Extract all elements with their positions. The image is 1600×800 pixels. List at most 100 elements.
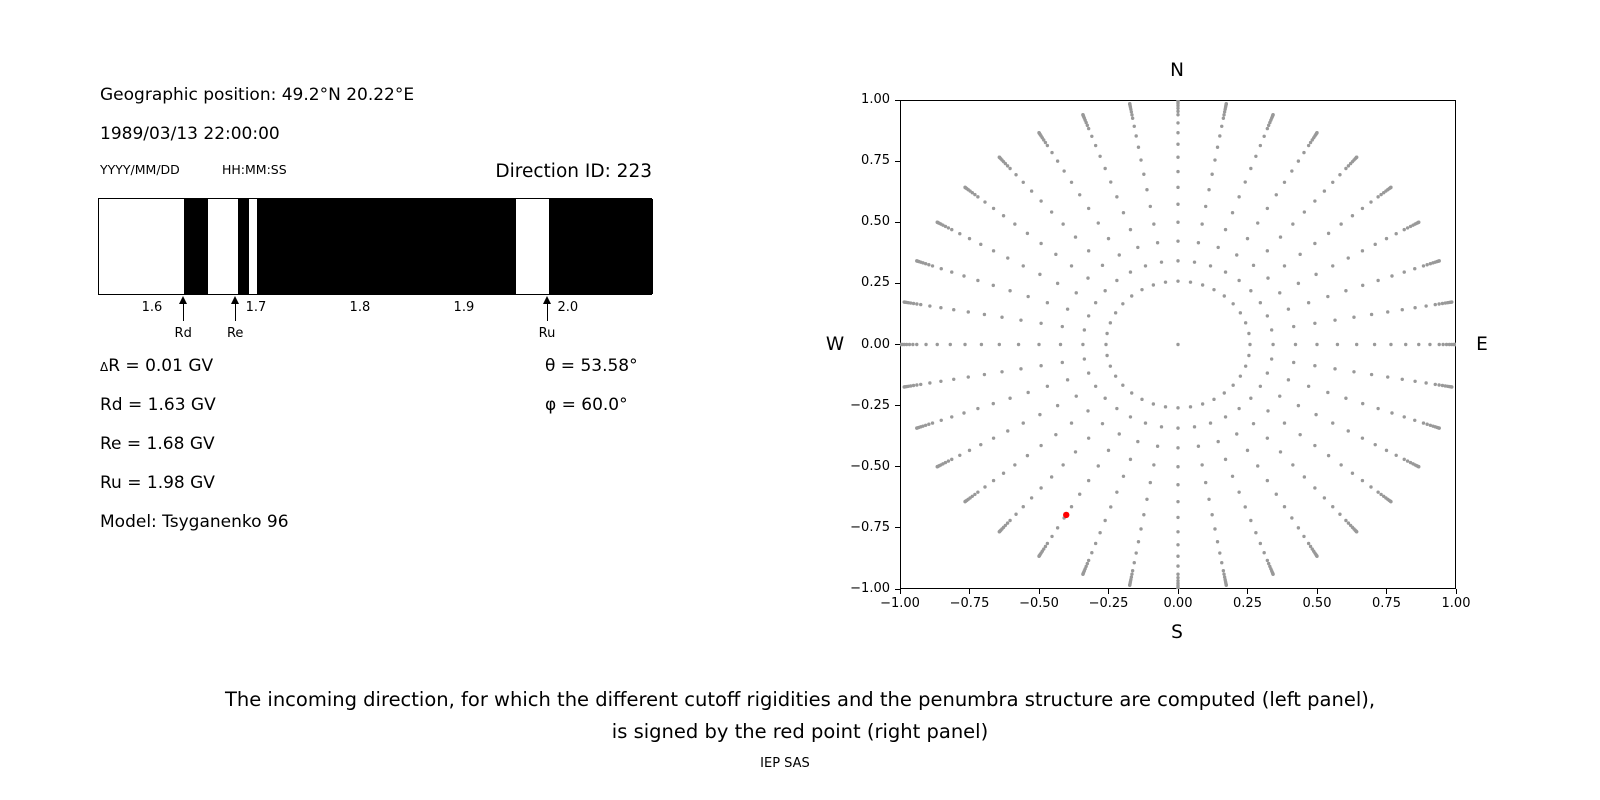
y-tick-label: −0.50 [850, 458, 890, 474]
grid-dot [946, 226, 951, 230]
grid-dot [1155, 241, 1160, 245]
grid-dot [927, 263, 931, 267]
grid-dot [1218, 551, 1222, 555]
y-tick-mark [895, 99, 900, 101]
grid-dot [1306, 300, 1311, 305]
y-tick-label: 0.75 [861, 153, 890, 169]
grid-dot [1404, 342, 1408, 347]
grid-dot [915, 342, 919, 347]
grid-dot [950, 415, 954, 419]
grid-dot [1176, 575, 1180, 580]
grid-dot [1049, 475, 1054, 479]
y-tick-mark [895, 282, 900, 284]
grid-dot [1086, 558, 1091, 563]
grid-dot [1152, 222, 1156, 226]
grid-dot [976, 278, 980, 283]
grid-dot [1424, 381, 1428, 385]
grid-dot [1278, 291, 1282, 295]
grid-dot [1055, 526, 1060, 530]
grid-dot [1207, 188, 1211, 192]
grid-dot [1254, 154, 1258, 158]
grid-dot [1389, 342, 1393, 347]
grid-dot [1132, 561, 1136, 565]
grid-dot [1306, 541, 1311, 546]
grid-dot [1176, 483, 1180, 487]
marker-arrowhead [231, 296, 240, 304]
time-format-label: HH:MM:SS [222, 162, 287, 177]
grid-dot [991, 206, 996, 211]
grid-dot [1222, 294, 1226, 298]
grid-dot [1265, 436, 1270, 440]
grid-dot [1136, 439, 1140, 444]
grid-dot [1302, 210, 1307, 214]
grid-dot [1061, 463, 1065, 467]
penumbra-tick-label: 1.9 [453, 300, 475, 315]
grid-dot [1151, 283, 1156, 287]
grid-dot [950, 457, 954, 462]
grid-dot [1143, 264, 1148, 268]
grid-dot [1265, 371, 1270, 375]
grid-dot [1106, 448, 1111, 453]
grid-dot [1282, 180, 1287, 184]
grid-dot [1278, 450, 1283, 454]
grid-dot [1006, 256, 1010, 260]
grid-dot [1286, 307, 1291, 311]
selected-direction-dot [1063, 511, 1070, 519]
grid-dot [1001, 471, 1006, 475]
grid-dot [952, 308, 956, 312]
grid-dot [1369, 312, 1374, 317]
grid-dot [1200, 463, 1204, 467]
grid-dot [1266, 561, 1271, 566]
grid-dot [1216, 245, 1220, 250]
grid-dot [1055, 281, 1060, 286]
grid-dot [1148, 204, 1153, 209]
grid-dot [911, 342, 915, 347]
grid-dot [1128, 415, 1133, 419]
grid-dot [1130, 116, 1135, 120]
grid-dot [1454, 342, 1456, 347]
grid-dot [1350, 471, 1355, 475]
grid-dot [1176, 121, 1180, 125]
grid-dot [1322, 496, 1327, 500]
grid-dot [1045, 384, 1050, 389]
grid-dot [1360, 206, 1365, 211]
grid-dot [1360, 478, 1365, 483]
grid-dot [1045, 300, 1050, 305]
x-tick-mark [1386, 589, 1387, 594]
grid-dot [1025, 453, 1030, 458]
grid-dot [1265, 126, 1270, 131]
grid-dot [1386, 375, 1390, 379]
grid-dot [1176, 113, 1180, 117]
grid-dot [1069, 180, 1074, 184]
grid-dot [963, 185, 967, 190]
grid-dot [1302, 150, 1306, 155]
grid-dot [1139, 527, 1143, 531]
grid-dot [1450, 300, 1454, 304]
grid-dot [911, 301, 916, 306]
grid-dot [1073, 235, 1078, 239]
grid-dot [1176, 279, 1180, 283]
grid-dot [950, 270, 954, 274]
caption-line-1: The incoming direction, for which the di… [224, 688, 1376, 711]
re-value: Re = 1.68 GV [100, 434, 215, 454]
grid-dot [1433, 382, 1437, 387]
grid-dot [1037, 131, 1041, 135]
grid-dot [1115, 406, 1119, 411]
grid-dot [1450, 385, 1454, 389]
grid-dot [1215, 145, 1220, 149]
grid-dot [1176, 578, 1180, 583]
grid-dot [1115, 490, 1119, 494]
grid-dot [1096, 221, 1100, 225]
grid-dot [1237, 490, 1241, 494]
cardinal-label-west: W [825, 334, 845, 355]
grid-dot [1086, 436, 1091, 440]
grid-dot [1417, 465, 1421, 469]
grid-dot [1346, 521, 1351, 525]
grid-dot [963, 342, 967, 347]
grid-dot [1313, 199, 1317, 203]
grid-dot [1210, 513, 1214, 517]
grid-dot [1402, 457, 1406, 462]
grid-dot [1021, 180, 1025, 184]
grid-dot [1148, 480, 1153, 485]
grid-dot [1413, 418, 1417, 422]
